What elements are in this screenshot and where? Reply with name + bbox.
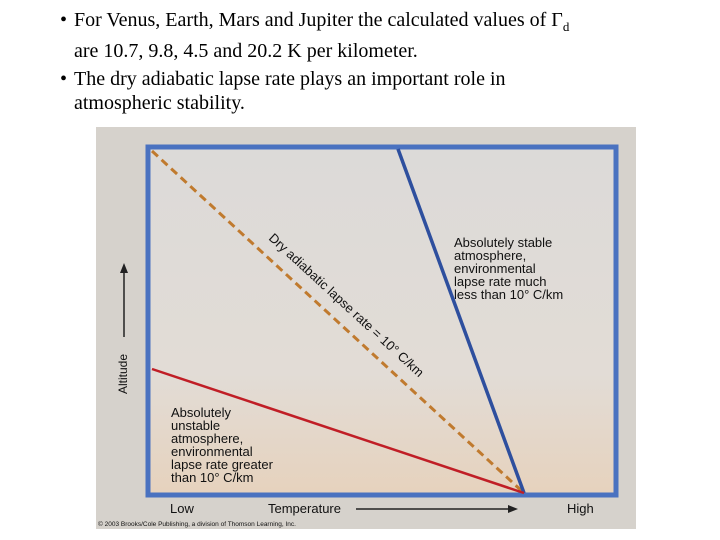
unstable-label-line: environmental [171,444,253,459]
unstable-label-line: than 10° C/km [171,470,254,485]
bullet-text-line2: are 10.7, 9.8, 4.5 and 20.2 K per kilome… [74,40,418,62]
stable-environmental-line [396,148,526,494]
x-axis-high-label: High [567,501,594,516]
copyright-text: © 2003 Brooks/Cole Publishing, a divisio… [98,520,296,528]
bullet-text: The dry adiabatic lapse rate plays an im… [74,68,506,90]
bullet-dot: • [60,9,68,31]
diagram-svg: Dry adiabatic lapse rate = 10° C/km Abso… [96,127,636,529]
stable-label: Absolutely stable atmosphere, environmen… [454,235,563,302]
bullet-dot: • [60,68,68,90]
x-axis-low-label: Low [170,501,194,516]
unstable-label-line: atmosphere, [171,431,243,446]
stability-diagram: Dry adiabatic lapse rate = 10° C/km Abso… [96,127,636,529]
temperature-arrow-head-icon [508,505,518,513]
bullet-text-line2: atmospheric stability. [74,92,245,114]
stable-label-line: Absolutely stable [454,235,552,250]
unstable-label: Absolutely unstable atmosphere, environm… [171,405,277,485]
unstable-environmental-line [151,367,525,495]
stable-label-line: environmental [454,261,536,276]
bullet-item: • The dry adiabatic lapse rate plays an … [60,67,700,115]
dry-adiabatic-line [150,149,526,495]
stable-label-line: less than 10° C/km [454,287,563,302]
plot-area [148,147,616,495]
bullet-text: For Venus, Earth, Mars and Jupiter the c… [74,9,563,31]
bullet-list: • For Venus, Earth, Mars and Jupiter the… [60,8,700,119]
unstable-label-line: unstable [171,418,220,433]
plot-frame [145,144,619,498]
bullet-item: • For Venus, Earth, Mars and Jupiter the… [60,8,700,63]
altitude-label: Altitude [116,354,130,394]
stable-label-line: lapse rate much [454,274,547,289]
altitude-arrow-head-icon [120,263,128,273]
gamma-subscript: d [562,19,570,34]
stable-label-line: atmosphere, [454,248,526,263]
unstable-label-line: Absolutely [171,405,231,420]
unstable-label-line: lapse rate greater [171,457,274,472]
x-axis-title: Temperature [268,501,341,516]
